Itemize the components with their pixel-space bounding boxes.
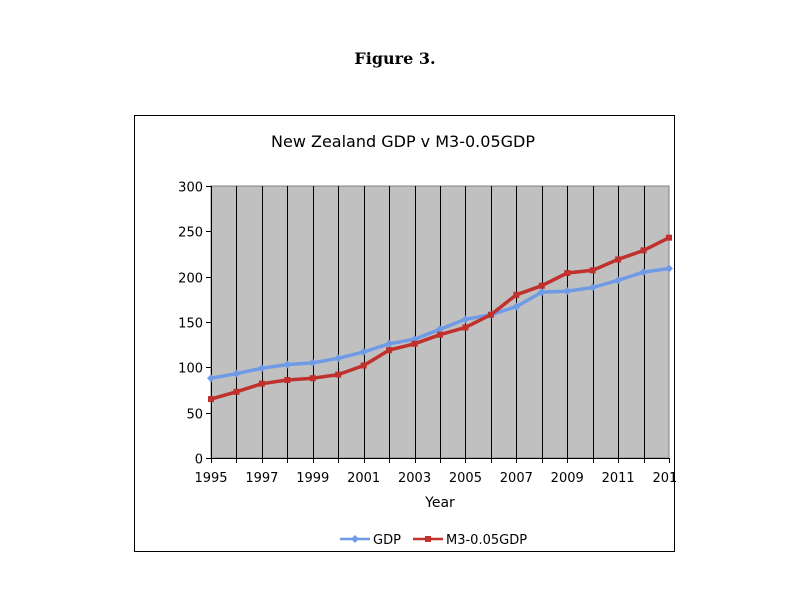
x-tick-label: 1997	[245, 471, 278, 486]
data-point	[615, 256, 622, 263]
y-tick-label: 250	[178, 226, 203, 241]
figure-caption: Figure 3.	[354, 49, 436, 68]
data-point	[461, 315, 470, 324]
tick-labels: 0 50 100 150 200 250 300 1995 1997 1999 2001 2003 20…	[178, 181, 676, 487]
data-point	[639, 268, 648, 277]
line-chart: New Zealand GDP v M3-0.05GDP 0 50 100 150 20…	[178, 132, 676, 548]
y-tick-label: 50	[186, 408, 203, 423]
data-point	[640, 247, 647, 254]
data-point	[233, 388, 240, 395]
data-point	[513, 291, 520, 298]
data-point	[537, 288, 546, 297]
x-tick-label: 2005	[449, 471, 482, 486]
y-tick-label: 150	[178, 317, 203, 332]
data-point	[208, 396, 214, 403]
data-point	[512, 302, 521, 311]
data-point	[665, 264, 673, 273]
data-point	[563, 287, 572, 296]
data-point	[283, 360, 292, 369]
data-point	[284, 377, 291, 384]
data-point	[462, 324, 469, 331]
data-point	[564, 270, 571, 277]
legend-marker-2	[425, 536, 431, 542]
data-point	[335, 371, 342, 378]
chart-frame: New Zealand GDP v M3-0.05GDP 0 50 100 150 20…	[134, 115, 676, 552]
data-point	[487, 311, 494, 318]
x-axis-label: Year	[424, 495, 455, 511]
data-point	[588, 283, 597, 292]
legend-label-2: M3-0.05GDP	[446, 533, 527, 548]
data-point	[207, 374, 215, 383]
data-point	[308, 358, 317, 367]
legend-label-1: GDP	[373, 533, 401, 548]
data-point	[386, 347, 393, 354]
x-tick-label: 2003	[398, 471, 431, 486]
data-point	[538, 282, 545, 289]
data-point	[360, 362, 367, 369]
data-point	[232, 369, 241, 378]
data-point	[385, 339, 394, 348]
series-layer	[207, 234, 673, 403]
axes	[206, 186, 670, 463]
x-tick-label: 2007	[500, 471, 533, 486]
data-point	[437, 331, 443, 338]
data-point	[258, 380, 265, 387]
data-point	[257, 364, 266, 373]
y-tick-label: 0	[195, 453, 203, 468]
x-tick-label: 2011	[602, 471, 635, 486]
x-tick-label: 1999	[296, 471, 329, 486]
data-point	[436, 325, 444, 334]
data-point	[309, 375, 316, 382]
x-tick-label: 2013	[652, 471, 676, 486]
chart-title: New Zealand GDP v M3-0.05GDP	[271, 132, 535, 151]
data-point	[359, 347, 368, 356]
data-point	[411, 340, 418, 347]
y-tick-label: 300	[178, 181, 203, 196]
legend: GDP M3-0.05GDP	[340, 533, 527, 548]
data-point	[666, 234, 672, 241]
data-point	[334, 354, 343, 363]
y-tick-label: 100	[178, 362, 203, 377]
x-tick-label: 1995	[194, 471, 227, 486]
x-tick-label: 2009	[551, 471, 584, 486]
legend-marker-1	[351, 535, 359, 543]
data-point	[589, 267, 596, 274]
data-point	[614, 276, 623, 285]
y-tick-label: 200	[178, 272, 203, 287]
data-point	[410, 335, 419, 344]
x-tick-label: 2001	[347, 471, 380, 486]
